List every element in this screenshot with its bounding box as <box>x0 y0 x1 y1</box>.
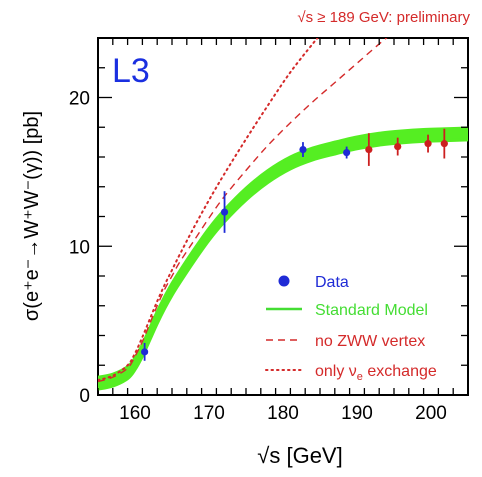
data-point <box>141 348 149 356</box>
data-point <box>220 208 229 216</box>
legend: Data Standard Model no ZWW vertex only νe e… <box>265 274 437 383</box>
legend-marker-data <box>278 275 290 287</box>
data-point <box>440 140 448 148</box>
data-point <box>424 140 432 148</box>
x-axis-label: √s [GeV] <box>257 443 342 468</box>
data-point <box>365 145 373 154</box>
x-tick-label: 170 <box>193 403 225 424</box>
experiment-label: L3 <box>112 52 150 90</box>
axis-ticks: 160 170 180 190 200 0 10 20 <box>69 37 469 424</box>
x-tick-label: 190 <box>341 403 373 424</box>
data-point <box>343 148 351 157</box>
y-tick-label: 10 <box>69 237 90 258</box>
y-axis-label: σ(e⁺e⁻→W⁺W⁻(γ)) [pb] <box>21 111 43 321</box>
y-tick-label: 0 <box>79 386 90 407</box>
preliminary-note: √s ≥ 189 GeV: preliminary <box>297 9 470 26</box>
standard-model-band <box>98 126 468 391</box>
legend-label: no ZWW vertex <box>315 333 425 350</box>
no-zww-vertex-curve <box>98 38 388 383</box>
x-tick-label: 180 <box>267 403 299 424</box>
curve-layer <box>98 38 468 391</box>
legend-label: Standard Model <box>315 302 428 319</box>
x-tick-label: 160 <box>119 403 151 424</box>
data-point <box>394 142 402 151</box>
legend-label: Data <box>315 274 349 291</box>
data-points-layer <box>141 128 448 361</box>
legend-label: only νe exchange <box>315 363 437 383</box>
data-point <box>299 145 307 154</box>
y-tick-label: 20 <box>69 89 90 110</box>
x-tick-label: 200 <box>415 403 447 424</box>
